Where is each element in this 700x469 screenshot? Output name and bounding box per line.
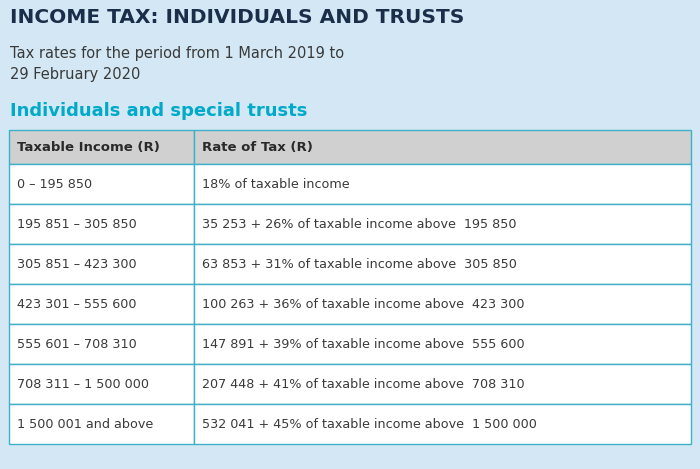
Bar: [9, 364, 194, 404]
Text: 532 041 + 45% of taxable income above  1 500 000: 532 041 + 45% of taxable income above 1 …: [202, 417, 537, 431]
Bar: [194, 244, 691, 284]
Text: 207 448 + 41% of taxable income above  708 310: 207 448 + 41% of taxable income above 70…: [202, 378, 524, 391]
Text: 555 601 – 708 310: 555 601 – 708 310: [17, 338, 136, 350]
Text: Rate of Tax (R): Rate of Tax (R): [202, 141, 313, 153]
Text: 1 500 001 and above: 1 500 001 and above: [17, 417, 153, 431]
Text: 708 311 – 1 500 000: 708 311 – 1 500 000: [17, 378, 149, 391]
Bar: [9, 404, 194, 444]
Text: 63 853 + 31% of taxable income above  305 850: 63 853 + 31% of taxable income above 305…: [202, 257, 517, 271]
Text: Individuals and special trusts: Individuals and special trusts: [10, 102, 307, 120]
Bar: [194, 364, 691, 404]
Text: 195 851 – 305 850: 195 851 – 305 850: [17, 218, 136, 230]
Text: 147 891 + 39% of taxable income above  555 600: 147 891 + 39% of taxable income above 55…: [202, 338, 524, 350]
Bar: [9, 284, 194, 324]
Bar: [194, 284, 691, 324]
Text: 35 253 + 26% of taxable income above  195 850: 35 253 + 26% of taxable income above 195…: [202, 218, 517, 230]
Bar: [194, 204, 691, 244]
Bar: [194, 164, 691, 204]
Text: 423 301 – 555 600: 423 301 – 555 600: [17, 297, 136, 310]
Bar: [194, 130, 691, 164]
Text: 0 – 195 850: 0 – 195 850: [17, 177, 92, 190]
Text: 18% of taxable income: 18% of taxable income: [202, 177, 349, 190]
Text: 100 263 + 36% of taxable income above  423 300: 100 263 + 36% of taxable income above 42…: [202, 297, 524, 310]
Text: INCOME TAX: INDIVIDUALS AND TRUSTS: INCOME TAX: INDIVIDUALS AND TRUSTS: [10, 8, 464, 27]
Bar: [9, 130, 194, 164]
Bar: [194, 404, 691, 444]
Bar: [9, 204, 194, 244]
Bar: [9, 244, 194, 284]
Text: Taxable Income (R): Taxable Income (R): [17, 141, 160, 153]
Bar: [9, 324, 194, 364]
Text: 29 February 2020: 29 February 2020: [10, 67, 141, 82]
Text: Tax rates for the period from 1 March 2019 to: Tax rates for the period from 1 March 20…: [10, 46, 344, 61]
Bar: [9, 164, 194, 204]
Text: 305 851 – 423 300: 305 851 – 423 300: [17, 257, 136, 271]
Bar: [194, 324, 691, 364]
